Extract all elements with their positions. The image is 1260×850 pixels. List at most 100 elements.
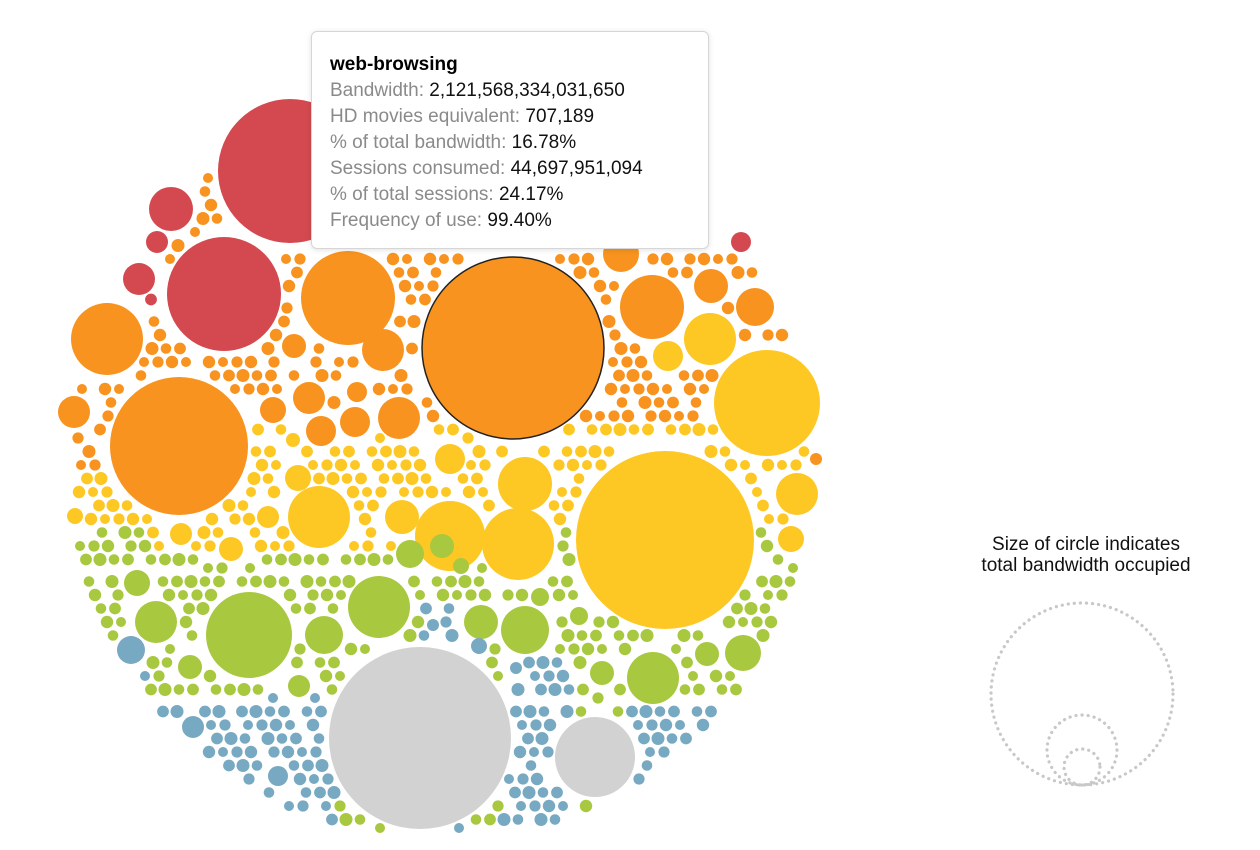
bubble-orange[interactable] xyxy=(243,383,255,395)
bubble-orange[interactable] xyxy=(196,212,210,225)
bubble-green[interactable] xyxy=(744,602,758,615)
bubble-yellow[interactable] xyxy=(692,423,706,436)
bubble-blue[interactable] xyxy=(182,716,204,738)
bubble-orange[interactable] xyxy=(423,252,437,266)
bubble-yellow[interactable] xyxy=(246,487,256,497)
bubble-orange[interactable] xyxy=(609,281,619,291)
bubble-blue[interactable] xyxy=(666,733,678,744)
bubble-orange[interactable] xyxy=(110,377,248,515)
bubble-green[interactable] xyxy=(695,642,719,666)
bubble-blue[interactable] xyxy=(293,772,307,786)
bubble-yellow[interactable] xyxy=(81,472,93,485)
bubble-yellow[interactable] xyxy=(229,513,241,525)
bubble-blue[interactable] xyxy=(654,706,666,717)
bubble-yellow[interactable] xyxy=(387,460,397,470)
bubble-yellow[interactable] xyxy=(628,424,640,435)
bubble-orange[interactable] xyxy=(202,355,216,369)
bubble-blue[interactable] xyxy=(529,747,539,757)
bubble-blue[interactable] xyxy=(523,656,535,669)
bubble-yellow[interactable] xyxy=(94,472,108,485)
bubble-blue[interactable] xyxy=(236,705,248,718)
bubble-green[interactable] xyxy=(755,527,767,538)
bubble-orange[interactable] xyxy=(401,383,413,395)
bubble-green[interactable] xyxy=(453,558,469,574)
bubble-green[interactable] xyxy=(307,589,319,601)
bubble-orange[interactable] xyxy=(388,384,398,394)
bubble-yellow[interactable] xyxy=(603,446,615,457)
bubble-blue[interactable] xyxy=(301,706,313,717)
bubble-blue[interactable] xyxy=(543,718,557,732)
bubble-blue[interactable] xyxy=(626,705,638,718)
bubble-orange[interactable] xyxy=(76,460,86,470)
bubble-green[interactable] xyxy=(725,671,735,681)
bubble-green[interactable] xyxy=(367,553,381,566)
bubble-orange[interactable] xyxy=(568,253,580,265)
bubble-green[interactable] xyxy=(493,671,503,681)
bubble-green[interactable] xyxy=(304,602,316,615)
bubble-green[interactable] xyxy=(187,554,199,565)
bubble-yellow[interactable] xyxy=(724,458,738,472)
bubble-green[interactable] xyxy=(552,588,566,602)
bubble-green[interactable] xyxy=(326,684,338,695)
bubble-yellow[interactable] xyxy=(471,472,483,485)
bubble-blue[interactable] xyxy=(558,801,568,811)
bubble-yellow[interactable] xyxy=(570,486,582,498)
bubble-yellow[interactable] xyxy=(719,446,731,457)
bubble-yellow[interactable] xyxy=(566,458,580,472)
bubble-green[interactable] xyxy=(396,540,424,568)
bubble-yellow[interactable] xyxy=(466,460,476,470)
bubble-orange[interactable] xyxy=(595,411,605,421)
bubble-green[interactable] xyxy=(342,575,356,588)
bubble-yellow[interactable] xyxy=(252,423,264,436)
bubble-green[interactable] xyxy=(216,562,228,574)
bubble-green[interactable] xyxy=(693,683,705,696)
bubble-green[interactable] xyxy=(305,616,343,654)
bubble-green[interactable] xyxy=(122,553,134,566)
bubble-yellow[interactable] xyxy=(405,472,419,485)
bubble-green[interactable] xyxy=(709,669,723,683)
bubble-blue[interactable] xyxy=(691,706,703,717)
bubble-yellow[interactable] xyxy=(413,458,427,472)
bubble-orange[interactable] xyxy=(89,459,101,471)
bubble-green[interactable] xyxy=(329,575,341,588)
bubble-green[interactable] xyxy=(531,588,549,606)
bubble-orange[interactable] xyxy=(386,252,400,266)
bubble-orange[interactable] xyxy=(705,369,719,382)
bubble-orange[interactable] xyxy=(72,432,84,444)
bubble-green[interactable] xyxy=(107,630,119,641)
bubble-yellow[interactable] xyxy=(212,527,224,538)
bubble-yellow[interactable] xyxy=(665,424,677,435)
bubble-blue[interactable] xyxy=(269,718,283,732)
bubble-orange[interactable] xyxy=(160,343,172,354)
bubble-blue[interactable] xyxy=(315,705,327,718)
bubble-blue[interactable] xyxy=(276,733,288,744)
bubble-blue[interactable] xyxy=(264,706,276,717)
bubble-orange[interactable] xyxy=(430,267,442,278)
bubble-green[interactable] xyxy=(606,615,620,629)
bubble-green[interactable] xyxy=(561,575,573,588)
bubble-green[interactable] xyxy=(245,563,255,573)
bubble-blue[interactable] xyxy=(530,671,540,681)
bubble-green[interactable] xyxy=(133,527,145,538)
bubble-yellow[interactable] xyxy=(197,526,211,539)
bubble-orange[interactable] xyxy=(616,397,628,408)
bubble-blue[interactable] xyxy=(218,747,228,757)
bubble-green[interactable] xyxy=(730,683,742,696)
bubble-orange[interactable] xyxy=(588,267,600,278)
bubble-green[interactable] xyxy=(88,540,100,552)
bubble-green[interactable] xyxy=(300,575,314,588)
bubble-green[interactable] xyxy=(576,630,588,641)
bubble-blue[interactable] xyxy=(310,693,320,703)
bubble-green[interactable] xyxy=(436,588,450,602)
bubble-yellow[interactable] xyxy=(562,499,574,512)
bubble-blue[interactable] xyxy=(284,801,294,811)
bubble-orange[interactable] xyxy=(315,369,329,382)
bubble-blue[interactable] xyxy=(418,630,430,641)
bubble-yellow[interactable] xyxy=(653,341,683,371)
bubble-orange[interactable] xyxy=(282,279,296,293)
bubble-yellow[interactable] xyxy=(308,460,318,470)
bubble-orange[interactable] xyxy=(372,382,386,396)
bubble-green[interactable] xyxy=(688,671,698,681)
bubble-green[interactable] xyxy=(478,588,492,602)
bubble-blue[interactable] xyxy=(510,705,522,718)
